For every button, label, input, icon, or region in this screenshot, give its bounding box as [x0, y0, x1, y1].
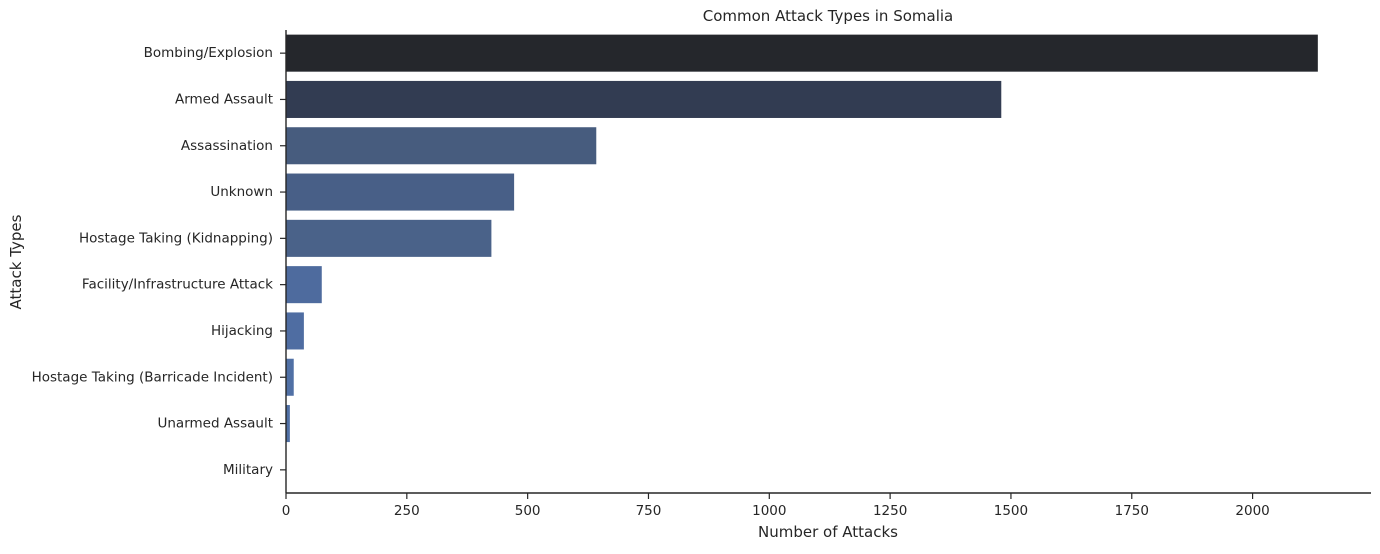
y-axis-label: Attack Types [7, 214, 25, 309]
bar-bombing-explosion [286, 34, 1318, 72]
x-tick-label: 750 [636, 503, 662, 519]
y-tick-label: Hostage Taking (Kidnapping) [79, 230, 273, 246]
chart-title: Common Attack Types in Somalia [703, 7, 954, 25]
x-tick-label: 1000 [752, 503, 786, 519]
bar-hostage-taking-barricade-incident [286, 358, 294, 396]
bar-unarmed-assault [286, 405, 290, 443]
y-tick-label: Unknown [210, 184, 273, 200]
x-tick-label: 1750 [1115, 503, 1149, 519]
bar-unknown [286, 173, 515, 211]
bar-facility-infrastructure-attack [286, 266, 322, 304]
y-tick-label: Armed Assault [175, 91, 273, 107]
x-tick-label: 1500 [994, 503, 1028, 519]
y-tick-label: Military [223, 462, 273, 478]
x-tick-label: 2000 [1235, 503, 1269, 519]
y-axis-ticks: Bombing/Explosion Armed Assault Assassinat… [32, 45, 286, 478]
y-tick-label: Facility/Infrastructure Attack [82, 277, 273, 293]
y-tick-label: Hostage Taking (Barricade Incident) [32, 369, 273, 385]
x-axis-label: Number of Attacks [758, 523, 898, 541]
y-tick-label: Hijacking [211, 323, 273, 339]
bar-assassination [286, 127, 597, 165]
bars-group [286, 34, 1318, 489]
y-tick-label: Unarmed Assault [157, 416, 273, 432]
bar-hijacking [286, 312, 304, 350]
x-axis-ticks: 0 250 500 750 1000 1250 1500 1750 2000 [282, 493, 1270, 519]
x-tick-label: 250 [394, 503, 420, 519]
x-tick-label: 0 [282, 503, 291, 519]
x-tick-label: 1250 [873, 503, 907, 519]
bar-hostage-taking-kidnapping [286, 219, 492, 257]
bar-armed-assault [286, 80, 1002, 118]
x-tick-label: 500 [515, 503, 541, 519]
y-tick-label: Assassination [181, 138, 273, 154]
y-tick-label: Bombing/Explosion [144, 45, 273, 61]
